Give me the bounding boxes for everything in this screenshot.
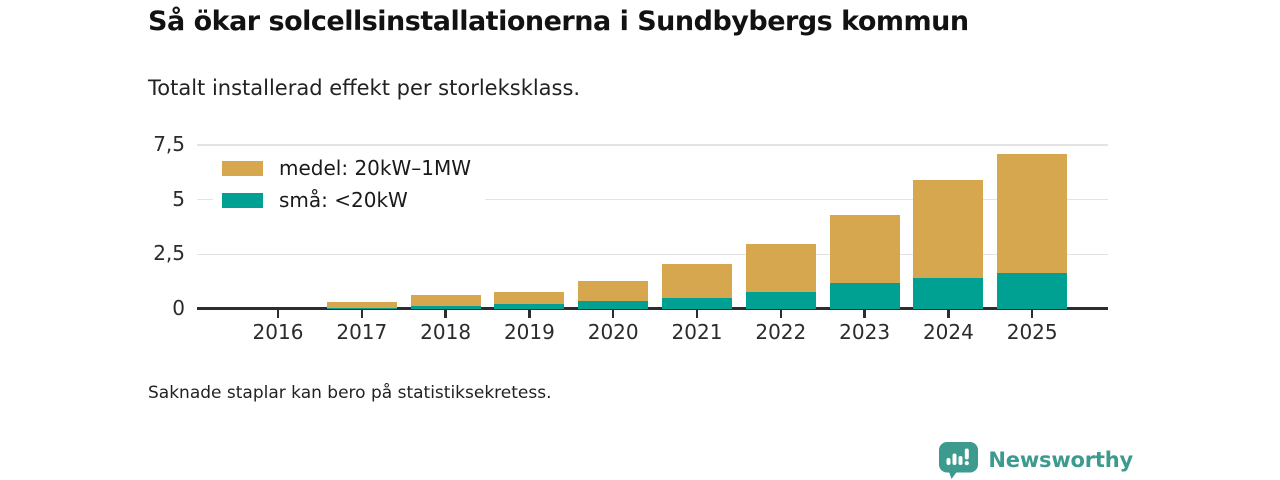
x-axis-line [197,307,1108,310]
x-tick-label: 2022 [755,320,807,344]
bar-stack-2017 [326,302,397,309]
x-tick [360,310,364,318]
gridline [197,144,1108,146]
x-tick [779,310,783,318]
x-tick-label: 2016 [252,320,304,344]
bar-segment [745,291,816,309]
bar-segment [913,179,984,278]
bar-stack-2022 [745,243,816,309]
bar-segment [913,277,984,309]
bar-segment [829,283,900,309]
legend: medel: 20kW–1MW små: <20kW [213,149,486,219]
bar-segment [578,280,649,301]
bar-stack-2018 [410,295,481,309]
x-tick [528,310,531,318]
brand-logo[interactable]: Newsworthy [938,441,1133,479]
bar-segment [494,291,565,304]
x-tick-label: 2023 [839,320,891,344]
gridline [197,198,1108,201]
x-tick [276,310,280,318]
bar-segment [662,263,732,299]
x-tick-label: 2021 [671,320,723,344]
x-tick-label: 2024 [922,320,974,344]
bar-segment [326,308,397,309]
legend-item: medel: 20kW–1MW [222,154,471,182]
page-title: Så ökar solcellsinstallationerna i Sundb… [148,6,969,37]
bar-segment [745,243,816,292]
x-tick [863,310,866,318]
x-tick [695,310,699,318]
x-tick-label: 2019 [503,320,555,344]
y-tick-label: 2,5 [153,241,185,266]
x-tick-label: 2020 [587,320,639,344]
x-tick-label: 2018 [420,320,472,344]
legend-label: medel: 20kW–1MW [279,156,472,180]
x-tick [947,310,950,318]
bar-stack-2025 [997,154,1068,309]
newsworthy-chart-bubble-icon [939,442,979,479]
bar-stack-2021 [662,263,732,309]
legend-label: små: <20kW [279,188,408,212]
legend-swatch [222,192,263,208]
x-tick-label: 2017 [336,320,388,344]
brand-name: Newsworthy [988,448,1133,472]
bar-segment [494,303,565,309]
bar-segment [997,273,1068,309]
x-tick-label: 2025 [1006,320,1058,344]
bar-segment [326,302,397,309]
gridline [197,253,1108,256]
bar-segment [410,295,481,306]
page-subtitle: Totalt installerad effekt per storlekskl… [148,76,581,100]
bar-stack-2019 [494,291,565,309]
x-tick [444,310,447,318]
bar-segment [997,154,1068,274]
footnote: Saknade staplar kan bero på statistiksek… [148,383,552,403]
x-tick [1030,310,1034,318]
bar-stack-2024 [913,179,984,309]
bar-segment [578,300,649,309]
y-axis: 0 2,5 5 7,5 [110,132,185,320]
x-tick [611,310,615,318]
legend-swatch [222,160,263,176]
legend-item: små: <20kW [222,186,471,214]
bar-segment [410,305,481,309]
bar-segment [829,215,900,284]
y-tick-label: 5 [172,186,185,211]
bar-stack-2020 [578,280,649,309]
bar-stack-2023 [829,215,900,309]
y-tick-label: 7,5 [153,132,185,156]
plot-area: 2016 2017 2018 2019 2020 2021 2022 2023 2024 2025 [197,144,1108,344]
y-tick-label: 0 [172,296,185,320]
bar-segment [662,298,732,309]
